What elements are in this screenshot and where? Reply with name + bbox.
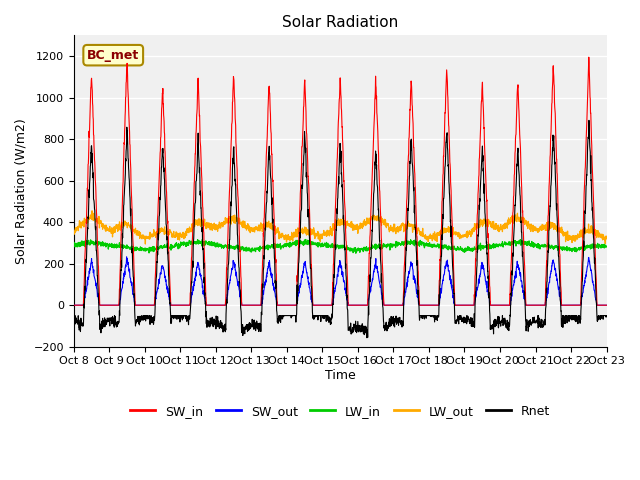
Legend: SW_in, SW_out, LW_in, LW_out, Rnet: SW_in, SW_out, LW_in, LW_out, Rnet [125, 400, 555, 423]
X-axis label: Time: Time [324, 369, 356, 382]
Y-axis label: Solar Radiation (W/m2): Solar Radiation (W/m2) [15, 118, 28, 264]
Title: Solar Radiation: Solar Radiation [282, 15, 398, 30]
Text: BC_met: BC_met [87, 48, 140, 62]
